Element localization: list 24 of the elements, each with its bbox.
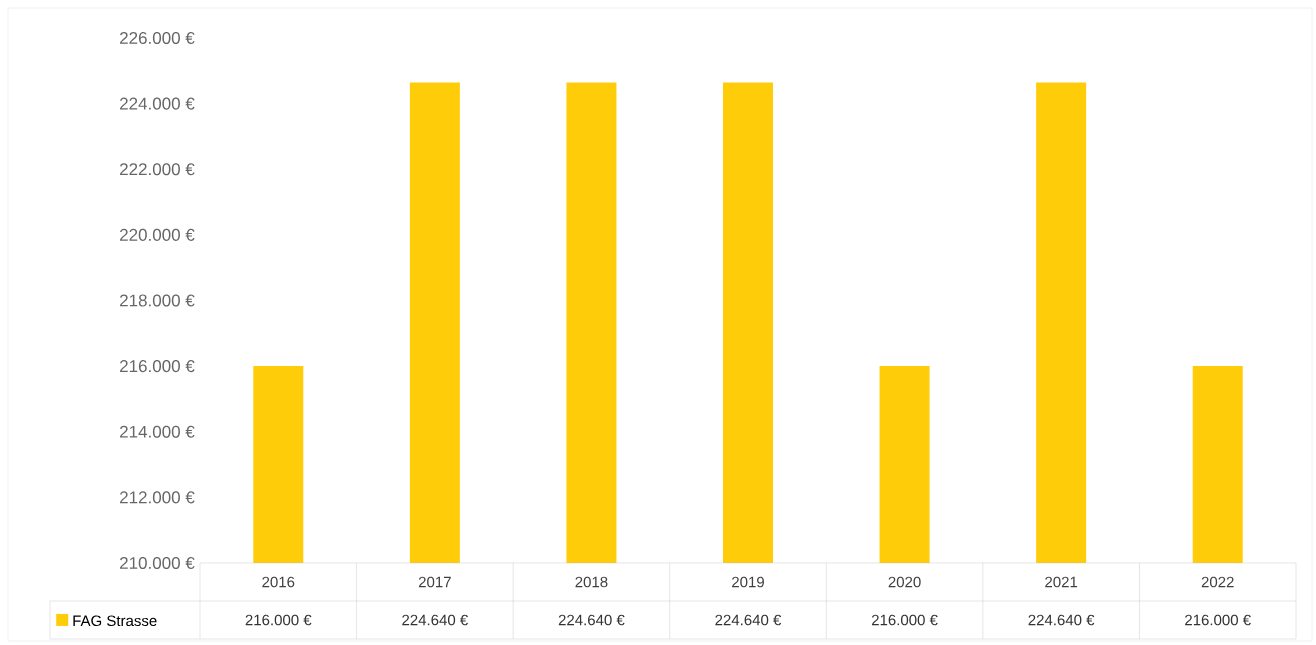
data-label: 224.640 € [558,614,625,626]
y-tick-label: 210.000 € [120,556,195,570]
data-label: 224.640 € [715,614,782,626]
y-tick-label: 214.000 € [120,425,195,438]
y-tick-label: 216.000 € [120,360,195,373]
x-tick-label: 2016 [262,576,295,588]
x-tick-label: 2018 [575,576,608,588]
data-label: 216.000 € [871,614,938,626]
x-tick-label: 2020 [888,576,921,588]
y-tick-label: 218.000 € [120,294,195,307]
y-tick-label: 224.000 € [120,97,195,110]
data-label: 224.640 € [402,614,468,626]
data-label: 216.000 € [1185,614,1251,626]
x-tick-label: 2017 [418,576,451,588]
x-tick-label: 2019 [732,576,764,588]
x-tick-label: 2022 [1201,576,1234,588]
y-tick-label: 212.000 € [120,491,195,504]
data-label: 224.640 € [1028,614,1095,626]
y-tick-label: 220.000 € [120,228,195,241]
legend-label: FAG Strasse [73,615,157,627]
data-label: 216.000 € [245,614,312,626]
y-tick-label: 226.000 € [120,31,195,45]
y-tick-label: 222.000 € [120,163,195,176]
x-tick-label: 2021 [1045,576,1078,588]
